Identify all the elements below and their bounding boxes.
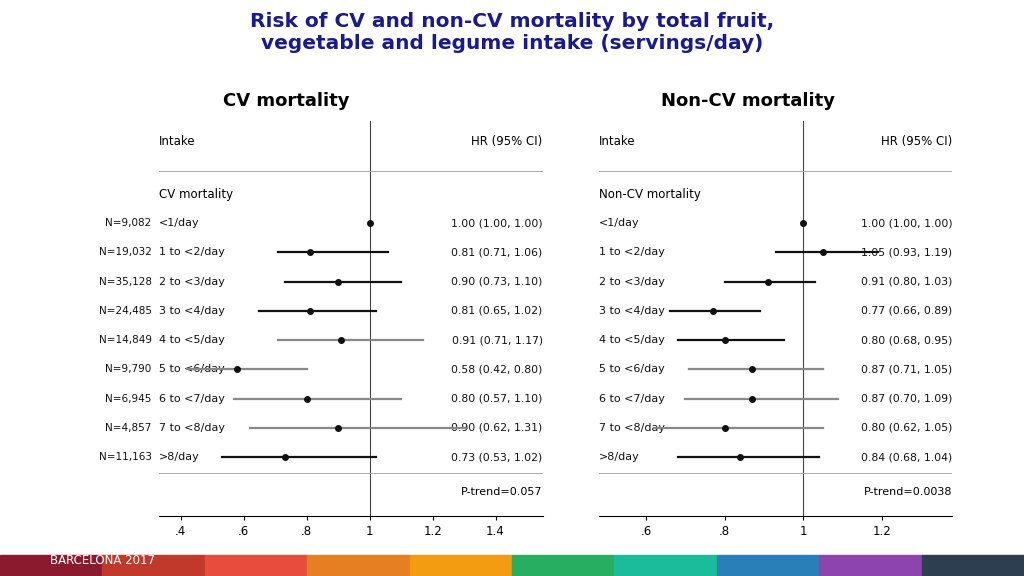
Text: N=6,945: N=6,945 <box>105 393 152 404</box>
Text: 0.84 (0.68, 1.04): 0.84 (0.68, 1.04) <box>861 452 952 462</box>
Bar <box>819 555 922 576</box>
Text: 6 to <7/day: 6 to <7/day <box>599 393 665 404</box>
Bar <box>614 555 717 576</box>
Text: >8/day: >8/day <box>159 452 200 462</box>
Text: ESC CONGRESS: ESC CONGRESS <box>43 529 162 544</box>
Text: CV mortality: CV mortality <box>223 92 350 110</box>
Text: >8/day: >8/day <box>599 452 640 462</box>
Text: Non-CV mortality: Non-CV mortality <box>599 188 700 200</box>
Text: 0.81 (0.71, 1.06): 0.81 (0.71, 1.06) <box>452 248 543 257</box>
Text: 1.05 (0.93, 1.19): 1.05 (0.93, 1.19) <box>861 248 952 257</box>
Text: <1/day: <1/day <box>159 218 200 228</box>
Text: P-trend=0.057: P-trend=0.057 <box>461 487 543 497</box>
Text: Non-CV mortality: Non-CV mortality <box>660 92 835 110</box>
Text: 7 to <8/day: 7 to <8/day <box>159 423 224 433</box>
Text: CV mortality: CV mortality <box>159 188 232 200</box>
Text: 0.73 (0.53, 1.02): 0.73 (0.53, 1.02) <box>452 452 543 462</box>
Text: 0.80 (0.57, 1.10): 0.80 (0.57, 1.10) <box>452 393 543 404</box>
Bar <box>0 555 102 576</box>
Text: www.escardio.org/ESC2017: www.escardio.org/ESC2017 <box>769 539 951 552</box>
Text: HR (95% CI): HR (95% CI) <box>471 135 543 148</box>
Text: 0.58 (0.42, 0.80): 0.58 (0.42, 0.80) <box>452 365 543 374</box>
Text: 0.91 (0.71, 1.17): 0.91 (0.71, 1.17) <box>452 335 543 345</box>
Text: 0.90 (0.73, 1.10): 0.90 (0.73, 1.10) <box>452 276 543 287</box>
Text: N=14,849: N=14,849 <box>98 335 152 345</box>
Text: 4 to <5/day: 4 to <5/day <box>159 335 224 345</box>
Text: N=4,857: N=4,857 <box>105 423 152 433</box>
Text: 0.90 (0.62, 1.31): 0.90 (0.62, 1.31) <box>452 423 543 433</box>
Text: 1 to <2/day: 1 to <2/day <box>599 248 665 257</box>
Text: 0.81 (0.65, 1.02): 0.81 (0.65, 1.02) <box>452 306 543 316</box>
Text: #esccongress: #esccongress <box>459 539 565 554</box>
Text: 1 to <2/day: 1 to <2/day <box>159 248 224 257</box>
Text: 3 to <4/day: 3 to <4/day <box>159 306 224 316</box>
Text: <1/day: <1/day <box>599 218 640 228</box>
Text: 7 to <8/day: 7 to <8/day <box>599 423 665 433</box>
Bar <box>922 555 1024 576</box>
Text: 0.87 (0.71, 1.05): 0.87 (0.71, 1.05) <box>861 365 952 374</box>
Text: 1.00 (1.00, 1.00): 1.00 (1.00, 1.00) <box>452 218 543 228</box>
Bar <box>102 555 205 576</box>
Bar <box>205 555 307 576</box>
Text: P-trend=0.0038: P-trend=0.0038 <box>864 487 952 497</box>
Text: N=9,790: N=9,790 <box>105 365 152 374</box>
Text: 3 to <4/day: 3 to <4/day <box>599 306 665 316</box>
Text: Intake: Intake <box>599 135 636 148</box>
Text: 0.87 (0.70, 1.09): 0.87 (0.70, 1.09) <box>861 393 952 404</box>
Text: 0.80 (0.68, 0.95): 0.80 (0.68, 0.95) <box>861 335 952 345</box>
Bar <box>410 555 512 576</box>
Text: N=11,163: N=11,163 <box>98 452 152 462</box>
Text: Risk of CV and non-CV mortality by total fruit,
vegetable and legume intake (ser: Risk of CV and non-CV mortality by total… <box>250 13 774 54</box>
Text: N=24,485: N=24,485 <box>98 306 152 316</box>
Bar <box>717 555 819 576</box>
Text: Intake: Intake <box>159 135 196 148</box>
Text: 6 to <7/day: 6 to <7/day <box>159 393 224 404</box>
Text: 0.80 (0.62, 1.05): 0.80 (0.62, 1.05) <box>861 423 952 433</box>
Text: N=9,082: N=9,082 <box>105 218 152 228</box>
Text: BARCELONA 2017: BARCELONA 2017 <box>50 554 155 567</box>
Text: N=35,128: N=35,128 <box>98 276 152 287</box>
Text: 2 to <3/day: 2 to <3/day <box>159 276 224 287</box>
Text: 4 to <5/day: 4 to <5/day <box>599 335 665 345</box>
Text: 5 to <6/day: 5 to <6/day <box>599 365 665 374</box>
Text: 0.91 (0.80, 1.03): 0.91 (0.80, 1.03) <box>861 276 952 287</box>
Text: 2 to <3/day: 2 to <3/day <box>599 276 665 287</box>
Bar <box>307 555 410 576</box>
Text: 5 to <6/day: 5 to <6/day <box>159 365 224 374</box>
Bar <box>512 555 614 576</box>
Text: N=19,032: N=19,032 <box>98 248 152 257</box>
Text: HR (95% CI): HR (95% CI) <box>881 135 952 148</box>
Text: 0.77 (0.66, 0.89): 0.77 (0.66, 0.89) <box>861 306 952 316</box>
Text: 1.00 (1.00, 1.00): 1.00 (1.00, 1.00) <box>861 218 952 228</box>
